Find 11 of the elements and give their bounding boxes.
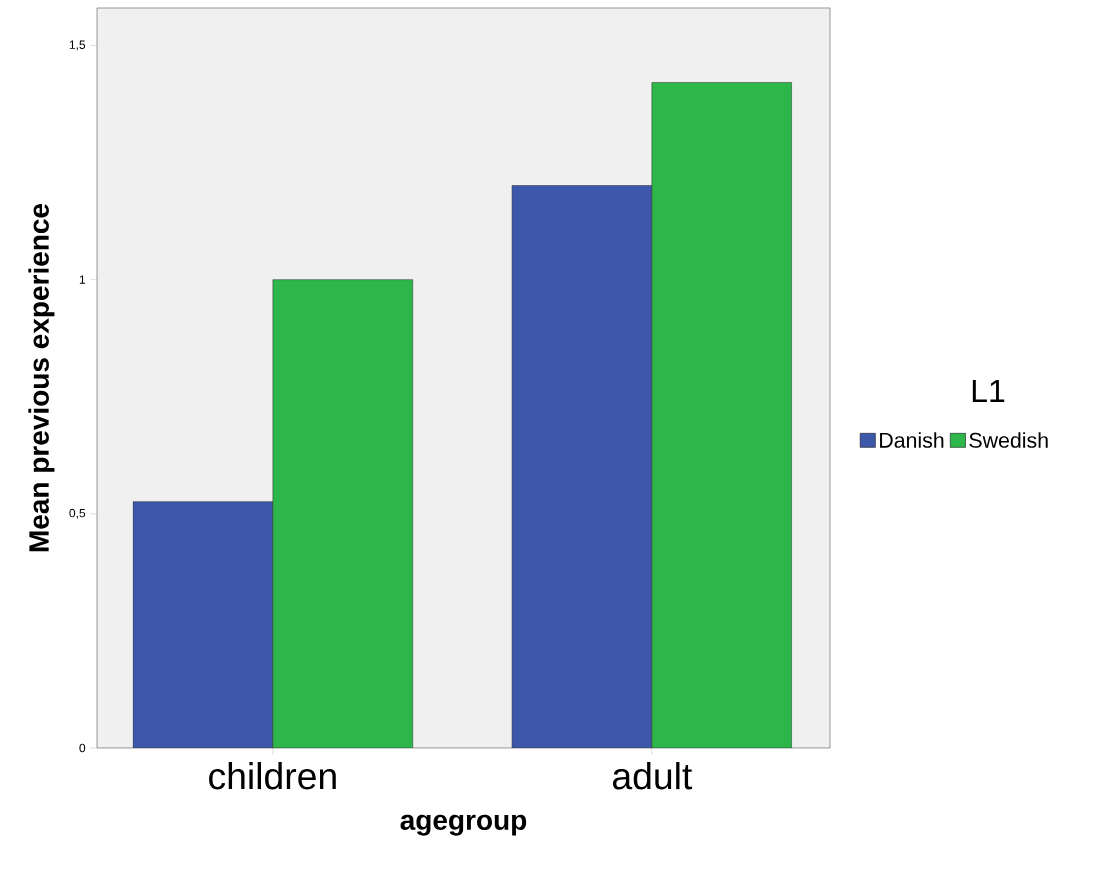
y-tick-label: 0,5 [69, 508, 86, 519]
legend-label: Danish [880, 432, 944, 448]
x-tick-label: adult [612, 762, 693, 790]
y-tick-label: 1 [79, 275, 86, 284]
x-tick-label: children [209, 762, 336, 790]
y-tick-label: 0 [79, 743, 86, 753]
y-axis-title: Mean previous experience [28, 203, 55, 552]
x-axis-title: agegroup [400, 814, 527, 836]
legend-title: L1 [972, 379, 1005, 402]
legend-label: Swedish [969, 432, 1048, 448]
y-tick-label: 1,5 [69, 40, 86, 51]
